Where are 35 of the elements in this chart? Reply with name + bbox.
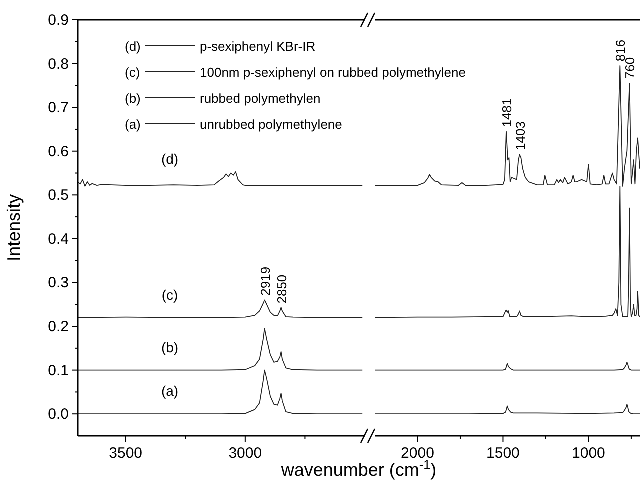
legend-label: unrubbed polymethylene bbox=[200, 117, 342, 132]
legend-label: p-sexiphenyl KBr-IR bbox=[200, 39, 316, 54]
y-tick-label: 0.2 bbox=[48, 318, 69, 336]
annotation: (c) bbox=[125, 65, 140, 80]
y-tick-label: 0.6 bbox=[48, 143, 69, 160]
x-tick-label: 3000 bbox=[228, 445, 262, 462]
y-tick-label: 0.7 bbox=[48, 100, 69, 117]
annotation: (b) bbox=[125, 91, 141, 106]
x-tick-label: 1000 bbox=[572, 445, 606, 462]
y-tick-label: 0.9 bbox=[48, 12, 69, 29]
y-axis-title: Intensity bbox=[4, 194, 24, 262]
annotation: (b) bbox=[161, 339, 179, 356]
legend-label: rubbed polymethylen bbox=[200, 91, 321, 106]
line-series bbox=[78, 328, 364, 371]
y-tick-label: 0.3 bbox=[48, 274, 69, 292]
annotation: (d) bbox=[125, 39, 141, 54]
x-tick-label: 3500 bbox=[109, 445, 143, 462]
y-tick-label: 0.5 bbox=[48, 187, 69, 204]
y-tick-label: 0.8 bbox=[48, 56, 69, 73]
annotation: 2850 bbox=[274, 274, 290, 304]
line-series bbox=[78, 370, 364, 415]
y-tick-label: 0.0 bbox=[48, 406, 69, 424]
x-axis-title: wavenumber (cm$^{-1}$) bbox=[280, 458, 437, 480]
x-tick-label: 1500 bbox=[486, 445, 520, 462]
y-tick-label: 0.1 bbox=[48, 362, 69, 380]
annotation: 1481 bbox=[499, 98, 514, 128]
annotation: (a) bbox=[125, 117, 141, 132]
annotation: (c) bbox=[162, 286, 178, 303]
annotation: (a) bbox=[161, 383, 179, 400]
annotation: 2919 bbox=[258, 266, 273, 296]
legend-label: 100nm p-sexiphenyl on rubbed polymethylene bbox=[200, 65, 466, 80]
line-series bbox=[78, 172, 364, 187]
annotation: (d) bbox=[161, 151, 179, 168]
annotation: 1403 bbox=[512, 122, 528, 150]
y-tick-label: 0.4 bbox=[48, 230, 69, 248]
